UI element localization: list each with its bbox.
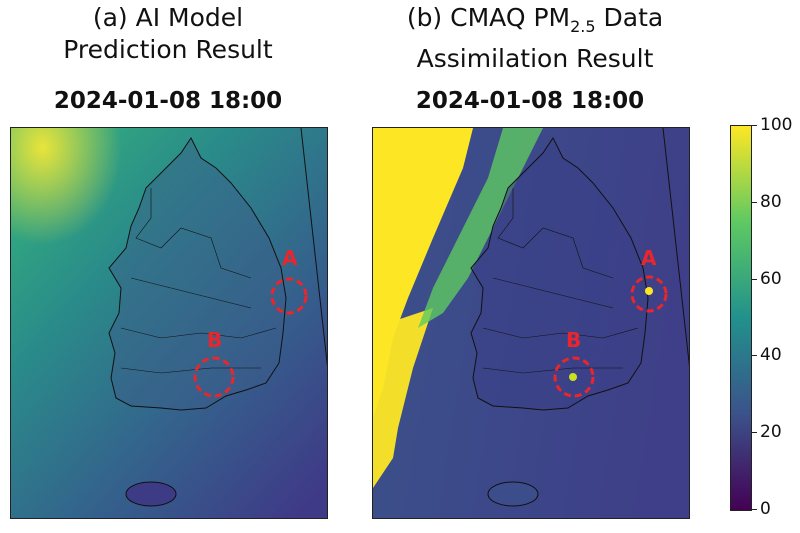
panel-b-hotspot-a [645,287,653,295]
panel-b-timestamp: 2024-01-08 18:00 [415,88,645,114]
colorbar-tick-mark [751,432,757,434]
colorbar [730,125,752,511]
colorbar-tick-mark [751,278,757,280]
panel-b-district-lines [482,188,639,374]
panel-b-plume-lower [373,308,433,488]
panel-b-marker-a-circle [630,275,668,313]
panel-b-caption: (b) CMAQ PM2.5 Data Assimilation Result [375,2,695,75]
panel-b-marker-a-label: A [641,246,657,270]
panel-a-timestamp: 2024-01-08 18:00 [53,88,283,114]
panel-a-marker-b-label: B [207,328,222,352]
panel-a-island-outline [125,481,177,507]
colorbar-tick-mark [751,355,757,357]
panel-b-caption-subscript: 2.5 [570,17,596,36]
colorbar-tick-mark [751,125,757,126]
colorbar-tick-mark [751,509,757,510]
colorbar-tick-label: 80 [760,191,782,212]
panel-b-peninsula-outline [470,137,649,411]
panel-a-caption-line2: Prediction Result [63,35,273,64]
panel-a-heatmap: A B [11,128,327,518]
panel-a-map: A B [10,127,328,519]
colorbar-tick-label: 0 [760,499,771,519]
panel-b-caption-suffix: Data [595,3,664,32]
panel-b-caption-prefix: (b) CMAQ PM [406,3,571,32]
panel-b-marker-b-circle [553,356,595,398]
panel-a-caption: (a) AI Model Prediction Result [18,2,318,66]
colorbar-tick-mark [751,201,757,203]
colorbar-tick-label: 60 [760,268,782,289]
panel-a-marker-b-circle [193,356,235,398]
colorbar-tick-label: 100 [760,115,793,135]
panel-a-caption-line1: (a) AI Model [92,3,244,32]
panel-a-boundary-line [300,128,327,367]
panel-a-district-lines [120,188,277,374]
panel-b-plume-upper [373,128,473,418]
panel-b-hotspot-b [569,373,577,381]
panel-b-map: A B [372,127,690,519]
panel-a-peninsula-outline [108,137,287,411]
panel-b-heatmap: A B [373,128,689,518]
panel-b-plume-edge [418,128,543,328]
panel-b-caption-line1: (b) CMAQ PM2.5 Data [375,2,695,43]
panel-b-marker-b-label: B [566,328,581,352]
panel-b-boundary-line [662,128,689,367]
colorbar-tick-label: 40 [760,345,782,366]
panel-b-caption-line2: Assimilation Result [416,44,654,73]
panel-a-marker-a-label: A [282,246,298,270]
panel-a-hotspot-field [11,128,327,518]
panel-a-marker-a-circle [270,277,308,315]
panel-b-island-outline [487,481,539,507]
colorbar-tick-label: 20 [760,422,782,443]
